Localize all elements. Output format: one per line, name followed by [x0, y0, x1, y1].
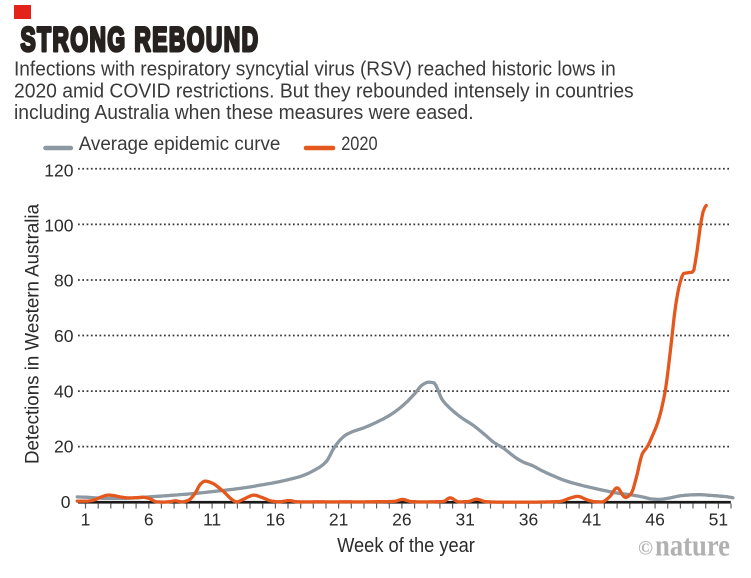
svg-text:2020 amid COVID restrictions.: 2020 amid COVID restrictions. But they r… [14, 80, 634, 102]
svg-text:6: 6 [144, 509, 154, 529]
svg-text:80: 80 [54, 271, 74, 291]
svg-text:Average epidemic curve: Average epidemic curve [79, 134, 281, 155]
svg-text:Detections in Western Australi: Detections in Western Australia [22, 204, 44, 464]
svg-text:51: 51 [709, 509, 728, 529]
svg-text:Infections with respiratory sy: Infections with respiratory syncytial vi… [14, 59, 616, 81]
svg-text:including Australia when these: including Australia when these measures … [14, 102, 474, 124]
svg-text:31: 31 [455, 509, 474, 529]
svg-text:16: 16 [266, 509, 285, 529]
svg-text:©: © [638, 538, 653, 560]
svg-text:46: 46 [645, 509, 664, 529]
svg-text:0: 0 [61, 492, 71, 512]
svg-text:11: 11 [203, 509, 221, 529]
svg-text:40: 40 [54, 381, 74, 401]
svg-text:STRONG REBOUND: STRONG REBOUND [21, 21, 260, 59]
svg-text:100: 100 [44, 215, 73, 235]
svg-text:36: 36 [519, 509, 538, 529]
svg-text:41: 41 [582, 509, 601, 529]
svg-text:20: 20 [54, 436, 74, 456]
svg-text:26: 26 [392, 509, 411, 529]
svg-text:21: 21 [329, 509, 348, 529]
svg-text:Week of the year: Week of the year [337, 535, 475, 557]
svg-text:2020: 2020 [341, 134, 377, 155]
svg-text:60: 60 [54, 326, 74, 346]
svg-text:1: 1 [81, 509, 91, 529]
svg-text:120: 120 [44, 161, 73, 181]
svg-text:nature: nature [655, 528, 730, 563]
